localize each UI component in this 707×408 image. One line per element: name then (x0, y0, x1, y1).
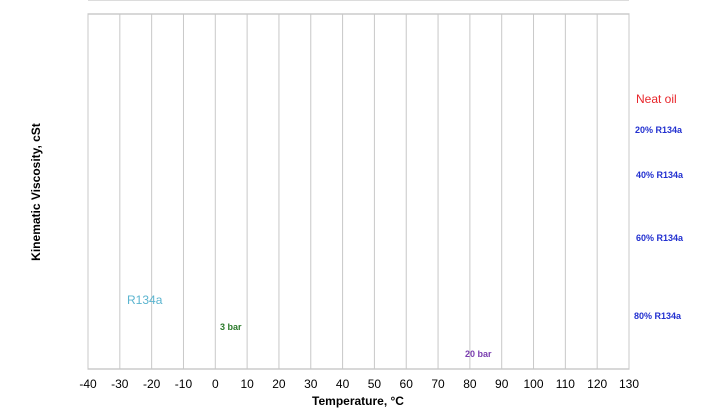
x-tick-label: 100 (524, 377, 544, 391)
y-tick-label: 5 (71, 0, 78, 3)
label-60pct-r134a: 60% R134a (636, 233, 684, 243)
x-tick-label: 110 (556, 377, 575, 391)
x-tick-label: 20 (272, 377, 286, 391)
x-tick-label: 70 (431, 377, 445, 391)
x-tick-label: 130 (619, 377, 639, 391)
label-80pct-r134a: 80% R134a (634, 311, 682, 321)
y-tick-label: 20 (65, 0, 79, 3)
plot-area (87, 13, 630, 370)
label-3-bar: 3 bar (220, 322, 242, 332)
label-neat-oil: Neat oil (636, 92, 677, 106)
y-tick-label: 2 (71, 0, 78, 3)
x-axis-title: Temperature, °C (312, 394, 404, 408)
y-tick-label: 100 (58, 0, 78, 3)
x-tick-label: -10 (175, 377, 193, 391)
y-tick-label: 10 (65, 0, 79, 3)
x-tick-label: 60 (400, 377, 414, 391)
tick-labels: -40 -30 -20 -10 0 10 20 30 40 50 60 70 80 90 100 110 120… (55, 0, 640, 391)
grid (87, 0, 630, 370)
x-tick-label: 90 (495, 377, 509, 391)
label-20-bar: 20 bar (465, 349, 492, 359)
x-tick-label: 80 (463, 377, 477, 391)
x-tick-label: 0 (212, 377, 219, 391)
x-tick-label: 30 (304, 377, 318, 391)
y-tick-label: 0.5 (61, 0, 78, 3)
y-axis-title: Kinematic Viscosity, cSt (29, 123, 43, 261)
y-tick-label: 1 (71, 0, 78, 3)
label-20pct-r134a: 20% R134a (635, 125, 683, 135)
y-tick-label: 0.75 (55, 0, 79, 3)
label-r134a: R134a (127, 293, 163, 307)
x-tick-label: 120 (587, 377, 607, 391)
series-labels: Neat oil 20% R134a 40% R134a 60% R134a 80% R… (127, 92, 684, 359)
y-tick-label: 500 (58, 0, 78, 3)
y-tick-label: 0.25 (55, 0, 79, 3)
x-tick-label: -30 (111, 377, 129, 391)
x-tick-label: -40 (79, 377, 97, 391)
x-tick-label: 50 (368, 377, 382, 391)
x-tick-label: -20 (143, 377, 161, 391)
y-tick-label: 0.1 (61, 0, 78, 3)
label-40pct-r134a: 40% R134a (636, 170, 684, 180)
x-tick-label: 10 (240, 377, 254, 391)
x-tick-label: 40 (336, 377, 350, 391)
